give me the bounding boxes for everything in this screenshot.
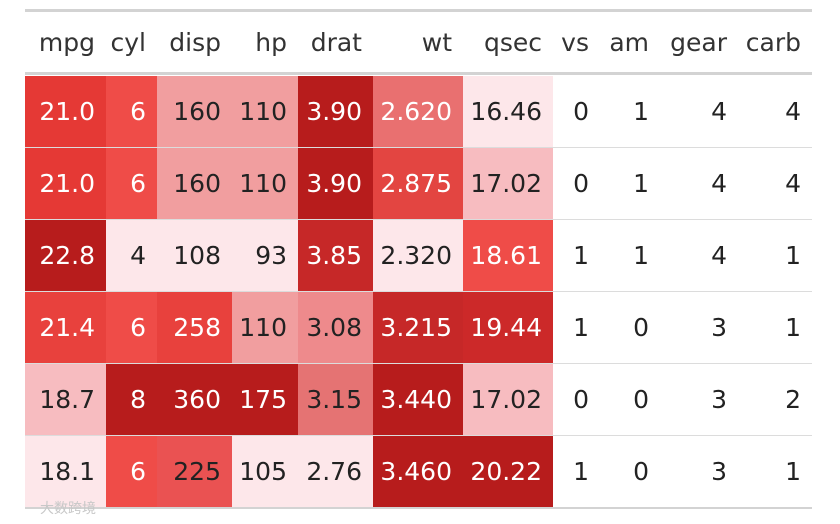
table-cell: 2.76: [298, 436, 373, 507]
rule: [25, 219, 812, 220]
table-cell: 18.61: [463, 220, 553, 291]
rule: [25, 147, 812, 148]
table-cell: 16.46: [463, 76, 553, 147]
table-cell: 8: [106, 364, 157, 435]
table-cell: 6: [106, 436, 157, 507]
table-cell: 6: [106, 292, 157, 363]
table-cell: 108: [157, 220, 232, 291]
header-cell: qsec: [483, 28, 542, 57]
table-cell: 0: [633, 457, 649, 486]
table-cell: 3.440: [373, 364, 463, 435]
table-cell: 3.90: [298, 76, 373, 147]
table-cell: 0: [573, 97, 589, 126]
header-cell: hp: [255, 28, 287, 57]
header-cell: wt: [421, 28, 452, 57]
table-cell: 1: [633, 169, 649, 198]
table-cell: 19.44: [463, 292, 553, 363]
table-cell: 3: [711, 313, 727, 342]
header-cell: drat: [310, 28, 362, 57]
header-cell: disp: [169, 28, 221, 57]
table-cell: 0: [573, 385, 589, 414]
table-cell: 21.4: [25, 292, 106, 363]
table-cell: 2.320: [373, 220, 463, 291]
table-cell: 0: [633, 385, 649, 414]
table-cell: 18.1: [25, 436, 106, 507]
header-cell: cyl: [110, 28, 147, 57]
header-cell: gear: [670, 28, 727, 57]
header-cell: carb: [745, 28, 801, 57]
table-cell: 160: [157, 148, 232, 219]
table-cell: 17.02: [463, 148, 553, 219]
table-cell: 110: [232, 292, 298, 363]
table-cell: 3.15: [298, 364, 373, 435]
table-cell: 3.08: [298, 292, 373, 363]
table-cell: 360: [157, 364, 232, 435]
rule: [25, 435, 812, 436]
table-cell: 0: [633, 313, 649, 342]
table-cell: 1: [785, 457, 801, 486]
table-cell: 1: [633, 97, 649, 126]
rule: [25, 363, 812, 364]
rule: [25, 72, 812, 75]
table-cell: 3: [711, 385, 727, 414]
table-cell: 258: [157, 292, 232, 363]
table-cell: 6: [106, 76, 157, 147]
table-cell: 18.7: [25, 364, 106, 435]
table-cell: 20.22: [463, 436, 553, 507]
table-cell: 160: [157, 76, 232, 147]
table-cell: 4: [711, 169, 727, 198]
table-cell: 1: [633, 241, 649, 270]
table-cell: 22.8: [25, 220, 106, 291]
table-cell: 2.875: [373, 148, 463, 219]
table-cell: 93: [232, 220, 298, 291]
table-cell: 0: [573, 169, 589, 198]
table-cell: 2.620: [373, 76, 463, 147]
table-cell: 21.0: [25, 76, 106, 147]
table-cell: 21.0: [25, 148, 106, 219]
table-cell: 3: [711, 457, 727, 486]
table-cell: 225: [157, 436, 232, 507]
table-cell: 4: [106, 220, 157, 291]
table-cell: 110: [232, 76, 298, 147]
rule: [25, 291, 812, 292]
table-cell: 3.460: [373, 436, 463, 507]
table-cell: 1: [785, 313, 801, 342]
table-cell: 4: [711, 241, 727, 270]
rule: [25, 507, 812, 509]
table-cell: 4: [785, 97, 801, 126]
header-cell: vs: [561, 28, 589, 57]
table-cell: 1: [573, 241, 589, 270]
table-cell: 3.215: [373, 292, 463, 363]
table-cell: 4: [785, 169, 801, 198]
table-cell: 175: [232, 364, 298, 435]
header-cell: mpg: [38, 28, 95, 57]
table-cell: 3.90: [298, 148, 373, 219]
table-cell: 17.02: [463, 364, 553, 435]
table-cell: 110: [232, 148, 298, 219]
header-cell: am: [609, 28, 649, 57]
table-cell: 2: [785, 385, 801, 414]
table-cell: 6: [106, 148, 157, 219]
table-cell: 105: [232, 436, 298, 507]
watermark: 大数跨境: [40, 501, 96, 517]
table-cell: 1: [573, 313, 589, 342]
table-cell: 3.85: [298, 220, 373, 291]
table-cell: 4: [711, 97, 727, 126]
table-cell: 1: [785, 241, 801, 270]
table-cell: 1: [573, 457, 589, 486]
rule: [25, 9, 812, 12]
